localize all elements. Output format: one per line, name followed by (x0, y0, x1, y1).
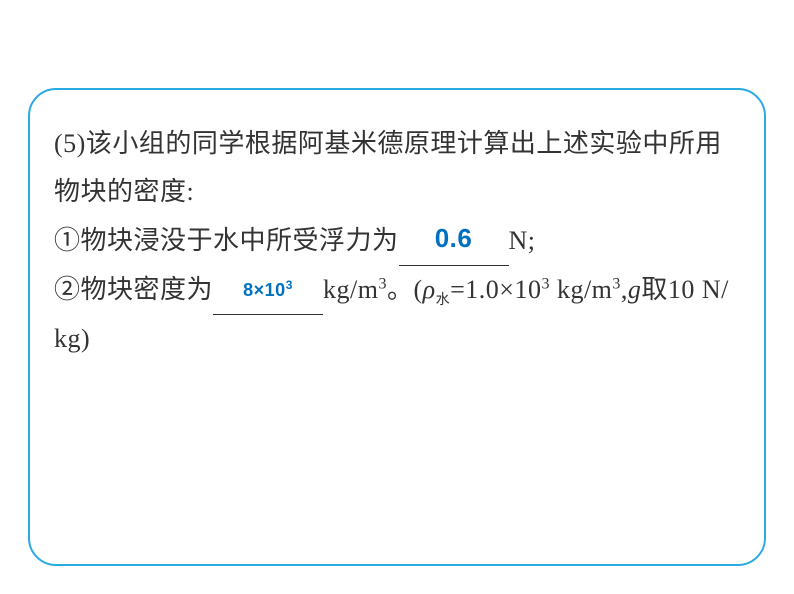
answer-2-base: 8×10 (243, 280, 286, 300)
line4-mid5: , (621, 275, 628, 304)
line3-suffix: N; (509, 226, 536, 255)
line4-suffix: 取10 N/ (641, 275, 729, 304)
line4-mid1: kg/m (323, 275, 378, 304)
content-panel: (5)该小组的同学根据阿基米德原理计算出上述实验中所用 物块的密度: ①物块浸没… (28, 88, 766, 566)
line3-prefix: ①物块浸没于水中所受浮力为 (54, 226, 399, 255)
text-line-4: ②物块密度为8×103kg/m3。(ρ水=1.0×103 kg/m3,g取10 … (54, 266, 740, 315)
line4-mid2: 。( (387, 275, 423, 304)
line4-sup3: 3 (612, 276, 621, 293)
text-line-2: 物块的密度: (54, 168, 740, 216)
line4-mid4: kg/m (550, 275, 612, 304)
text-line-1: (5)该小组的同学根据阿基米德原理计算出上述实验中所用 (54, 120, 740, 168)
line4-sup2: 3 (541, 276, 550, 293)
line4-prefix: ②物块密度为 (54, 275, 213, 304)
text-line-3: ①物块浸没于水中所受浮力为 0.6 N; (54, 216, 740, 266)
text-line-5: kg) (54, 315, 740, 363)
blank-1: 0.6 (399, 216, 509, 266)
line4-sup1: 3 (378, 276, 387, 293)
answer-1: 0.6 (435, 223, 473, 253)
rho-symbol: ρ (423, 275, 436, 304)
blank-2: 8×103 (213, 266, 323, 315)
line4-mid3: =1.0×10 (450, 275, 541, 304)
answer-2-exp: 3 (286, 278, 293, 292)
answer-2: 8×103 (243, 280, 293, 300)
line4-sub: 水 (436, 293, 451, 308)
g-symbol: g (628, 275, 642, 304)
